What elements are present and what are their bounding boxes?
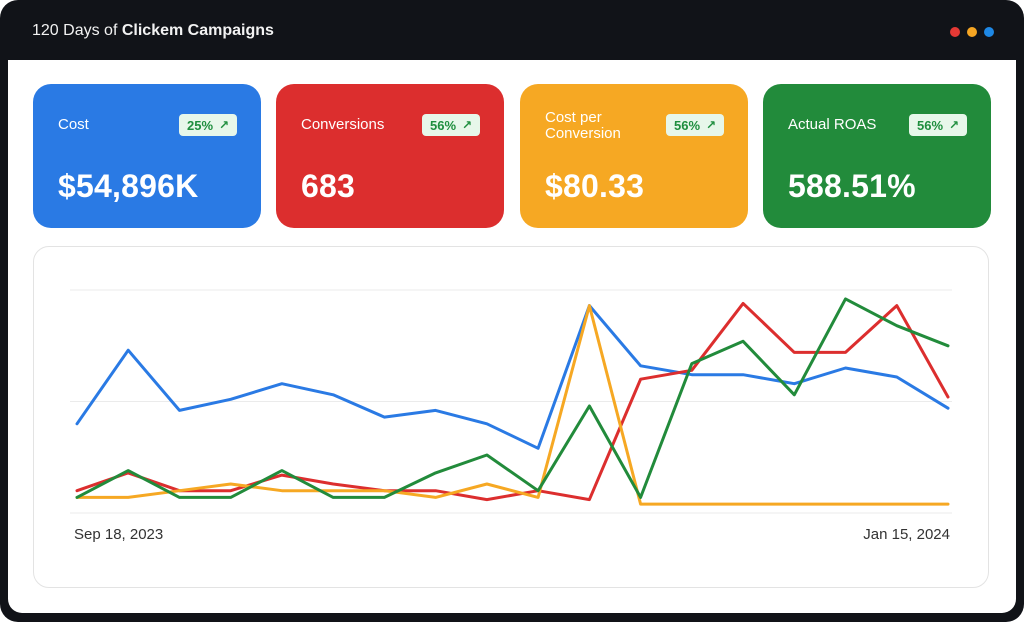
trend-up-icon: ↗ — [219, 118, 230, 132]
card-value: 683 — [301, 168, 355, 204]
card-value: $54,896K — [58, 168, 199, 204]
trend-up-icon: ↗ — [706, 118, 717, 132]
actual-roas-card[interactable]: Actual ROAS 56% ↗ 588.51% — [763, 84, 991, 228]
change-badge: 56% ↗ — [422, 114, 481, 136]
x-axis-end-label: Jan 15, 2024 — [863, 526, 950, 543]
badge-value: 56% — [430, 117, 457, 133]
title-prefix: 120 Days of — [32, 22, 118, 39]
window-title: 120 Days of Clickem Campaigns — [32, 22, 274, 40]
x-axis-start-label: Sep 18, 2023 — [74, 526, 164, 543]
conversions-card[interactable]: Conversions 56% ↗ 683 — [276, 84, 504, 228]
trend-up-icon: ↗ — [462, 118, 473, 132]
card-label: Cost per Conversion — [545, 109, 621, 142]
card-label: Actual ROAS — [788, 116, 877, 133]
cost-per-conversion-card[interactable]: Cost per Conversion 56% ↗ $80.33 — [520, 84, 748, 228]
badge-value: 25% — [187, 117, 214, 133]
card-label: Conversions — [301, 116, 385, 133]
cost-card[interactable]: Cost 25% ↗ $54,896K — [33, 84, 261, 228]
maximize-dot[interactable] — [984, 27, 994, 37]
window-controls — [950, 27, 994, 37]
minimize-dot[interactable] — [967, 27, 977, 37]
change-badge: 25% ↗ — [179, 114, 238, 136]
series-line-2 — [75, 304, 950, 506]
title-bar: 120 Days of Clickem Campaigns — [0, 0, 1024, 60]
card-label: Cost — [58, 116, 89, 133]
series-line-3 — [75, 297, 950, 499]
trend-up-icon: ↗ — [949, 118, 960, 132]
change-badge: 56% ↗ — [909, 114, 968, 136]
badge-value: 56% — [917, 117, 944, 133]
card-value: $80.33 — [545, 168, 645, 204]
series-line-1 — [75, 301, 950, 502]
series-line-0 — [75, 304, 950, 450]
title-campaign-name: Clickem Campaigns — [121, 22, 274, 39]
chart-panel — [33, 246, 989, 588]
close-dot[interactable] — [950, 27, 960, 37]
dashboard-content: Cost 25% ↗ $54,896K Conversions 56% ↗ 68… — [8, 60, 1016, 613]
change-badge: 56% ↗ — [666, 114, 725, 136]
card-value: 588.51% — [788, 168, 916, 204]
badge-value: 56% — [674, 117, 701, 133]
